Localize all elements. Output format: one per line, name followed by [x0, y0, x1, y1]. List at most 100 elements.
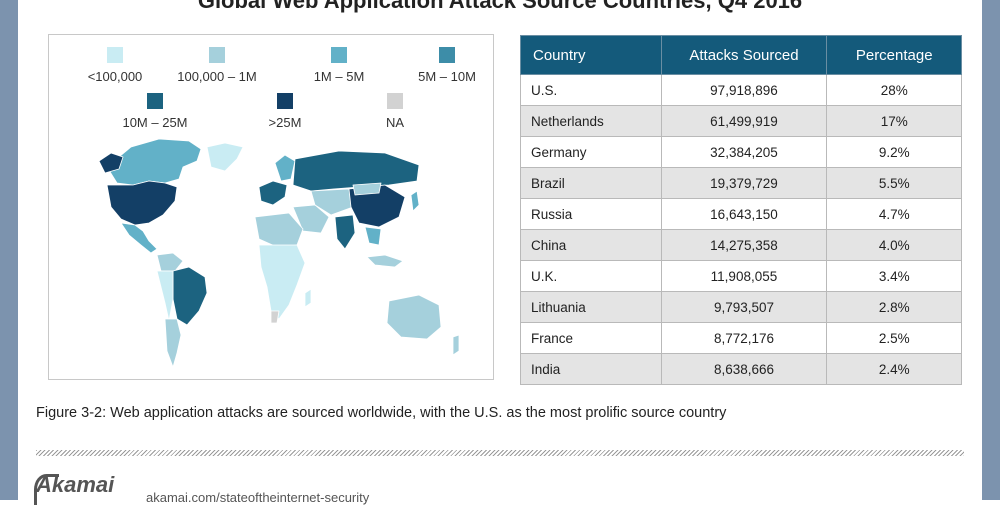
cell-percentage: 2.4% — [826, 353, 962, 385]
cell-percentage: 5.5% — [826, 167, 962, 199]
cell-attacks: 32,384,205 — [660, 136, 828, 168]
legend-swatch — [439, 47, 455, 63]
table-row: France 8,772,176 2.5% — [520, 322, 962, 354]
region-usa — [106, 180, 178, 226]
figure-caption: Figure 3-2: Web application attacks are … — [36, 405, 727, 421]
world-map — [98, 138, 460, 368]
legend-item-na: NA — [335, 93, 455, 130]
legend-swatch — [331, 47, 347, 63]
cell-country: Russia — [520, 198, 662, 230]
table-row: U.S. 97,918,896 28% — [520, 74, 962, 106]
header-attacks-sourced: Attacks Sourced — [660, 35, 828, 75]
left-frame-border — [0, 0, 18, 500]
region-mexico — [120, 222, 158, 254]
akamai-swoosh-icon — [34, 474, 59, 505]
region-north-south-america — [156, 252, 184, 272]
region-scandinavia — [274, 154, 296, 182]
cell-country: China — [520, 229, 662, 261]
legend-label: 5M – 10M — [418, 69, 476, 84]
region-na — [270, 310, 280, 324]
table-row: India 8,638,666 2.4% — [520, 353, 962, 385]
cell-attacks: 16,643,150 — [660, 198, 828, 230]
cell-attacks: 8,638,666 — [660, 353, 828, 385]
cell-percentage: 4.0% — [826, 229, 962, 261]
cell-country: Germany — [520, 136, 662, 168]
legend-label: 100,000 – 1M — [177, 69, 257, 84]
region-mongolia — [352, 182, 382, 196]
legend-label: >25M — [268, 115, 302, 130]
header-country: Country — [520, 35, 662, 75]
legend-swatch — [107, 47, 123, 63]
cell-attacks: 97,918,896 — [660, 74, 828, 106]
region-north-africa — [254, 212, 304, 248]
legend-item-100k-1m: 100,000 – 1M — [157, 47, 277, 84]
region-greenland — [206, 142, 244, 172]
region-argentina — [164, 318, 182, 368]
cell-percentage: 2.5% — [826, 322, 962, 354]
right-frame-border — [982, 0, 1000, 500]
legend-label: 10M – 25M — [122, 115, 188, 130]
region-alaska — [98, 152, 124, 174]
footer-url: akamai.com/stateoftheinternet-security — [146, 490, 370, 505]
region-andes — [156, 270, 174, 322]
cell-country: France — [520, 322, 662, 354]
cell-attacks: 11,908,055 — [660, 260, 828, 292]
region-western-europe — [258, 180, 288, 206]
table-header-row: Country Attacks Sourced Percentage — [520, 35, 962, 75]
region-indonesia — [366, 254, 404, 268]
table-row: U.K. 11,908,055 3.4% — [520, 260, 962, 292]
region-southeast-asia — [364, 226, 382, 246]
table-row: Germany 32,384,205 9.2% — [520, 136, 962, 168]
legend-swatch — [387, 93, 403, 109]
legend-item-over-25m: >25M — [225, 93, 345, 130]
region-russia — [292, 150, 420, 192]
legend-item-under-100k: <100,000 — [55, 47, 175, 84]
cell-percentage: 9.2% — [826, 136, 962, 168]
cell-percentage: 2.8% — [826, 291, 962, 323]
table-row: Lithuania 9,793,507 2.8% — [520, 291, 962, 323]
legend-item-10m-25m: 10M – 25M — [95, 93, 215, 130]
legend-swatch — [209, 47, 225, 63]
akamai-logo: Akamai — [36, 472, 115, 497]
region-madagascar — [304, 288, 312, 308]
cell-percentage: 17% — [826, 105, 962, 137]
attacks-table: Country Attacks Sourced Percentage U.S. … — [520, 35, 962, 385]
legend-swatch — [147, 93, 163, 109]
cell-attacks: 61,499,919 — [660, 105, 828, 137]
cell-country: Brazil — [520, 167, 662, 199]
table-row: China 14,275,358 4.0% — [520, 229, 962, 261]
cell-country: India — [520, 353, 662, 385]
region-new-zealand — [452, 334, 460, 356]
cell-country: Netherlands — [520, 105, 662, 137]
legend-label: 1M – 5M — [313, 69, 365, 84]
legend-swatch — [277, 93, 293, 109]
cell-attacks: 19,379,729 — [660, 167, 828, 199]
cell-country: Lithuania — [520, 291, 662, 323]
header-percentage: Percentage — [826, 35, 962, 75]
cell-attacks: 14,275,358 — [660, 229, 828, 261]
map-panel: <100,000 100,000 – 1M 1M – 5M 5M – 10M 1… — [48, 34, 494, 380]
region-central-asia — [310, 188, 354, 216]
legend-label: NA — [385, 115, 405, 130]
cell-percentage: 4.7% — [826, 198, 962, 230]
table-row: Netherlands 61,499,919 17% — [520, 105, 962, 137]
table-row: Russia 16,643,150 4.7% — [520, 198, 962, 230]
page-title: Global Web Application Attack Source Cou… — [197, 0, 803, 13]
cell-percentage: 3.4% — [826, 260, 962, 292]
region-japan — [410, 190, 420, 212]
legend-label: <100,000 — [87, 69, 143, 84]
region-africa — [258, 244, 306, 320]
region-brazil — [172, 266, 208, 326]
region-australia — [386, 294, 442, 340]
cell-country: U.S. — [520, 74, 662, 106]
cell-attacks: 8,772,176 — [660, 322, 828, 354]
legend-item-5m-10m: 5M – 10M — [387, 47, 493, 84]
cell-country: U.K. — [520, 260, 662, 292]
table-row: Brazil 19,379,729 5.5% — [520, 167, 962, 199]
hatched-divider — [36, 450, 964, 456]
cell-percentage: 28% — [826, 74, 962, 106]
cell-attacks: 9,793,507 — [660, 291, 828, 323]
region-india — [334, 214, 356, 250]
region-china — [348, 184, 406, 228]
legend-item-1m-5m: 1M – 5M — [279, 47, 399, 84]
